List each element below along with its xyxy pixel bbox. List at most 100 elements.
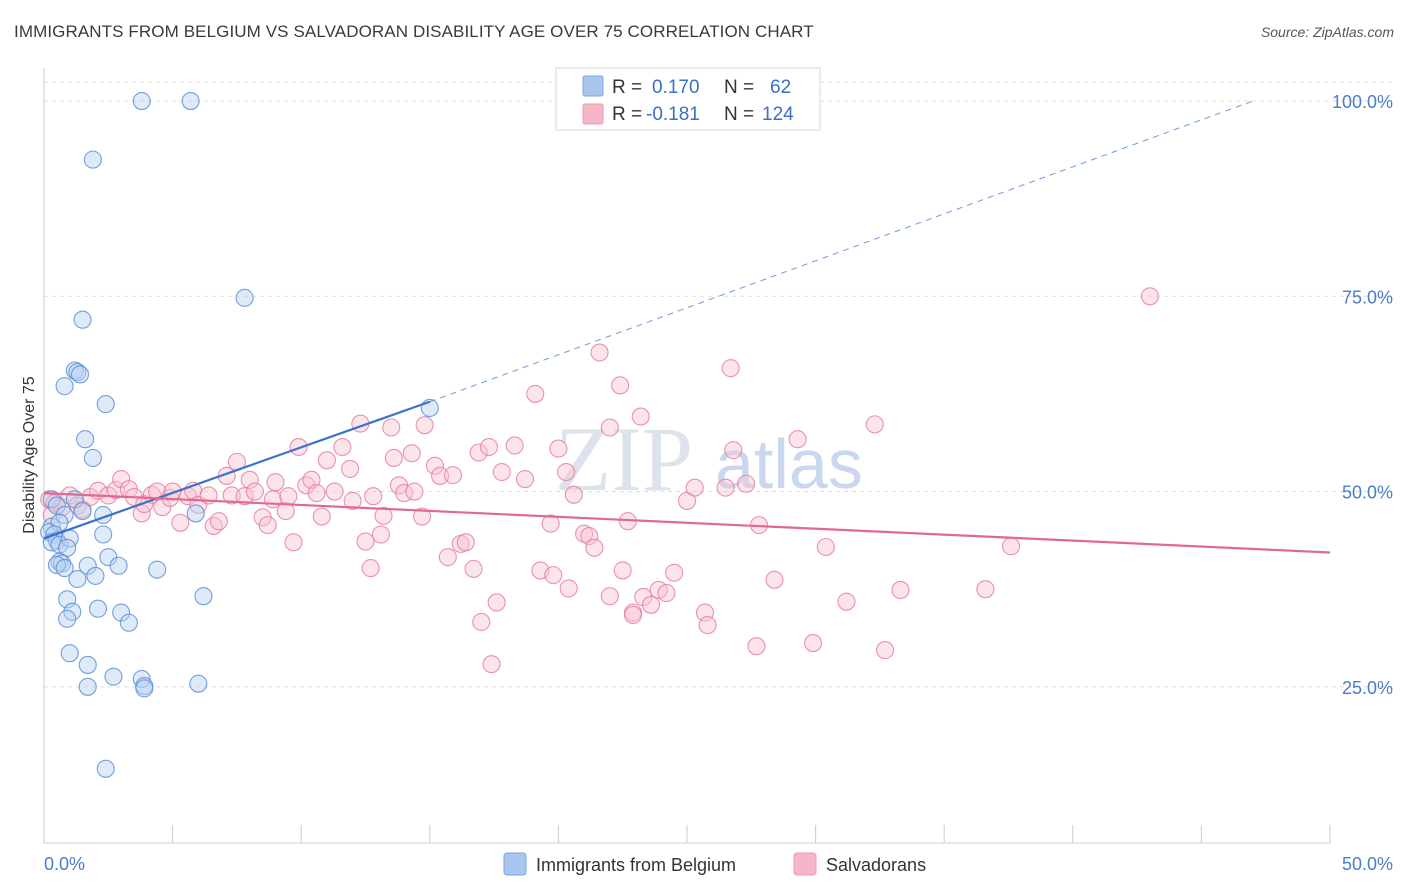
point-belgium <box>76 430 95 449</box>
point-salvadorans <box>657 584 676 603</box>
point-salvadorans <box>549 439 568 458</box>
point-salvadorans <box>374 506 393 525</box>
point-salvadorans <box>289 437 308 457</box>
point-belgium <box>78 655 97 674</box>
point-belgium <box>119 613 138 632</box>
point-salvadorans <box>284 533 303 552</box>
point-salvadorans <box>431 466 450 485</box>
point-salvadorans <box>235 487 254 506</box>
point-salvadorans <box>382 418 401 437</box>
point-salvadorans <box>559 579 578 598</box>
point-salvadorans <box>865 415 884 434</box>
bottom-legend-label-belgium: Immigrants from Belgium <box>536 855 736 875</box>
point-salvadorans <box>544 566 563 585</box>
point-salvadorans <box>266 473 285 492</box>
legend-swatch-salvadorans <box>582 103 604 125</box>
point-salvadorans <box>747 637 766 656</box>
point-belgium <box>132 92 151 111</box>
point-salvadorans <box>258 516 277 535</box>
point-belgium <box>78 556 97 575</box>
point-salvadorans <box>677 491 697 510</box>
point-salvadorans <box>371 525 390 544</box>
point-salvadorans <box>487 593 506 612</box>
point-belgium <box>186 504 205 523</box>
trend-line-salvadorans <box>43 492 1331 554</box>
point-salvadorans <box>106 480 126 500</box>
point-salvadorans <box>1140 287 1160 306</box>
point-belgium <box>60 644 79 663</box>
point-belgium <box>148 560 167 579</box>
point-belgium <box>194 587 213 606</box>
source-label: Source: ZipAtlas.com <box>1260 24 1394 40</box>
point-salvadorans <box>472 612 491 632</box>
point-belgium <box>55 559 74 578</box>
point-salvadorans <box>222 486 241 505</box>
point-belgium <box>181 92 200 111</box>
watermark: ZIP atlas <box>555 408 863 510</box>
y-tick-label: 75.0% <box>1342 287 1393 307</box>
y-tick-label: 100.0% <box>1332 92 1393 112</box>
point-belgium <box>235 288 254 307</box>
point-belgium <box>104 667 123 686</box>
point-salvadorans <box>564 485 583 504</box>
point-salvadorans <box>356 532 375 551</box>
point-salvadorans <box>245 482 264 501</box>
point-salvadorans <box>721 359 740 378</box>
point-salvadorans <box>438 548 457 567</box>
point-salvadorans <box>526 384 545 403</box>
trend-line-belgium-extension <box>429 100 1254 403</box>
point-belgium <box>189 674 208 693</box>
point-salvadorans <box>634 587 653 607</box>
watermark-zip: ZIP <box>555 408 693 510</box>
point-belgium <box>96 395 115 414</box>
point-salvadorans <box>276 502 295 521</box>
point-salvadorans <box>623 605 643 624</box>
point-salvadorans <box>405 482 424 501</box>
point-salvadorans <box>343 491 362 510</box>
point-salvadorans <box>557 462 576 482</box>
point-salvadorans <box>443 466 462 485</box>
point-salvadorans <box>580 527 599 546</box>
point-belgium <box>109 556 128 575</box>
point-salvadorans <box>685 478 704 497</box>
bottom-legend-label-salvadorans: Salvadorans <box>826 855 926 875</box>
point-salvadorans <box>482 655 501 674</box>
point-belgium <box>88 599 108 618</box>
point-salvadorans <box>891 580 910 600</box>
legend-n-label-belgium: N = <box>724 77 754 98</box>
point-salvadorans <box>665 563 684 582</box>
point-salvadorans <box>302 470 321 489</box>
point-salvadorans <box>341 459 360 478</box>
x-tick-label-max: 50.0% <box>1342 854 1393 874</box>
y-tick-label: 50.0% <box>1342 483 1393 503</box>
bottom-legend: Immigrants from Belgium Salvadorans <box>503 852 926 876</box>
point-salvadorans <box>698 616 717 635</box>
legend-n-label-salvadorans: N = <box>724 104 754 125</box>
point-salvadorans <box>837 592 856 611</box>
trend-line-belgium <box>43 400 431 540</box>
point-salvadorans <box>209 512 228 531</box>
grid-lines <box>44 81 1395 688</box>
point-salvadorans <box>464 559 483 578</box>
series-belgium-points <box>40 92 439 778</box>
point-belgium <box>47 496 66 515</box>
bottom-legend-swatch-salvadorans <box>793 852 817 876</box>
point-salvadorans <box>816 537 835 557</box>
legend-n-value-belgium: 62 <box>770 77 791 98</box>
data-points <box>40 92 1160 778</box>
point-salvadorans <box>364 487 383 506</box>
y-tick-label: 25.0% <box>1342 678 1393 698</box>
point-salvadorans <box>469 443 488 462</box>
point-belgium <box>135 679 154 698</box>
point-salvadorans <box>641 595 661 614</box>
point-salvadorans <box>541 514 560 533</box>
legend-r-value-belgium: 0.170 <box>652 77 700 98</box>
point-salvadorans <box>803 634 823 653</box>
point-salvadorans <box>611 376 630 395</box>
point-belgium <box>73 502 92 521</box>
legend-r-value-salvadorans: -0.181 <box>646 104 700 125</box>
x-tick-labels: 0.0% 50.0% <box>44 854 1393 874</box>
point-salvadorans <box>415 416 434 435</box>
point-salvadorans <box>333 437 352 457</box>
